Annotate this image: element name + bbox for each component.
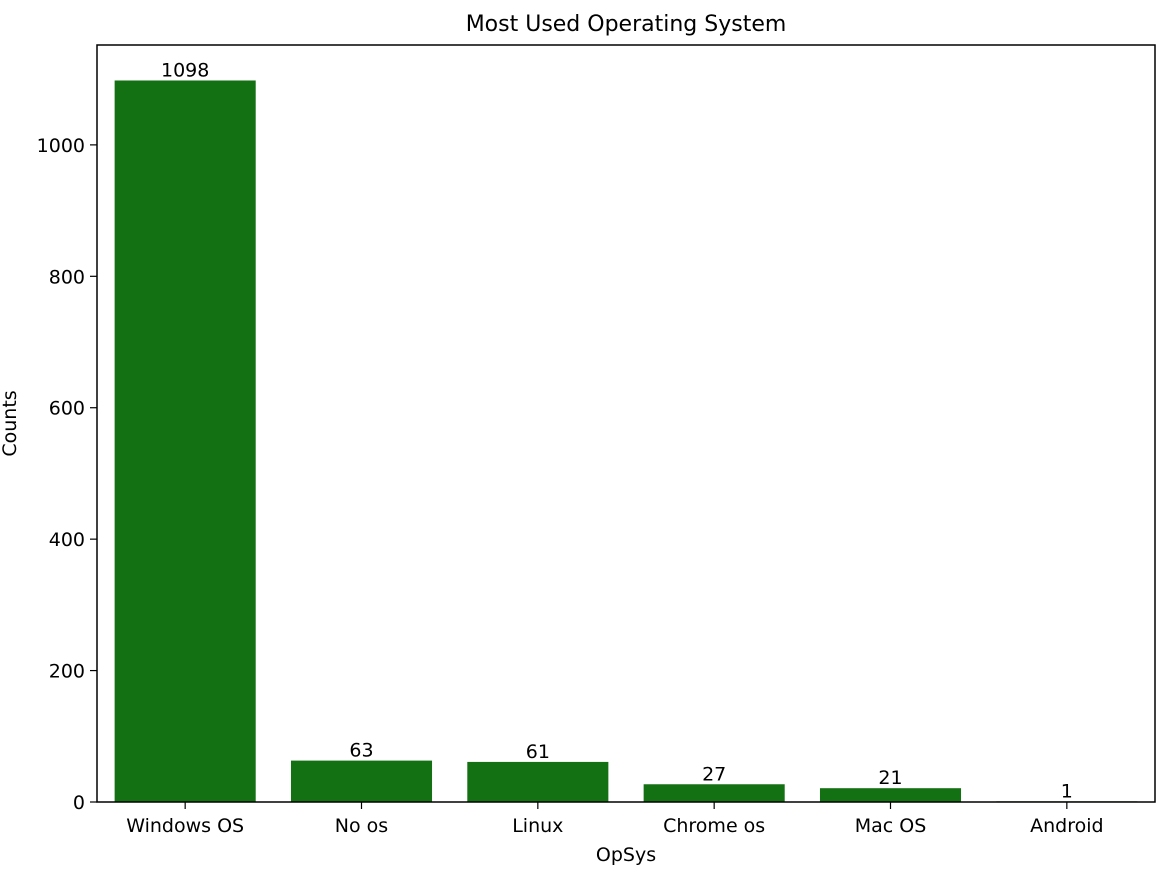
- bar-mac-os: [819, 788, 962, 802]
- x-tick-label: Linux: [512, 815, 563, 837]
- y-tick-label: 800: [49, 266, 85, 288]
- x-axis-label: OpSys: [596, 844, 656, 866]
- plot-area-frame: [96, 44, 1156, 803]
- y-tick-label: 1000: [37, 135, 85, 157]
- y-tick-label: 400: [49, 529, 85, 551]
- data-labels-group: 1098 63 61 27 21 1: [161, 59, 1073, 802]
- y-axis: 0 200 400 600 800 1000: [37, 135, 97, 814]
- data-label: 1098: [161, 59, 209, 81]
- bar-windows-os: [114, 80, 256, 802]
- x-tick-label: Chrome os: [663, 815, 765, 837]
- x-axis: Windows OS No os Linux Chrome os Mac OS Andro…: [126, 802, 1104, 837]
- bars-group: [114, 80, 1138, 802]
- x-tick-label: Windows OS: [126, 815, 244, 837]
- bar-chrome-os: [643, 784, 785, 802]
- y-axis-label: Counts: [0, 390, 21, 456]
- bar-no-os: [290, 760, 433, 802]
- y-tick-label: 0: [73, 792, 85, 814]
- x-tick-label: Android: [1030, 815, 1103, 837]
- data-label: 61: [526, 741, 550, 763]
- y-tick-label: 600: [49, 398, 85, 420]
- data-label: 27: [702, 763, 726, 785]
- y-tick-label: 200: [49, 661, 85, 683]
- data-label: 63: [349, 740, 373, 762]
- x-tick-label: No os: [335, 815, 388, 837]
- data-label: 1: [1061, 780, 1073, 802]
- data-label: 21: [878, 767, 902, 789]
- x-tick-label: Mac OS: [855, 815, 927, 837]
- chart-title: Most Used Operating System: [466, 12, 787, 37]
- bar-linux: [467, 761, 609, 802]
